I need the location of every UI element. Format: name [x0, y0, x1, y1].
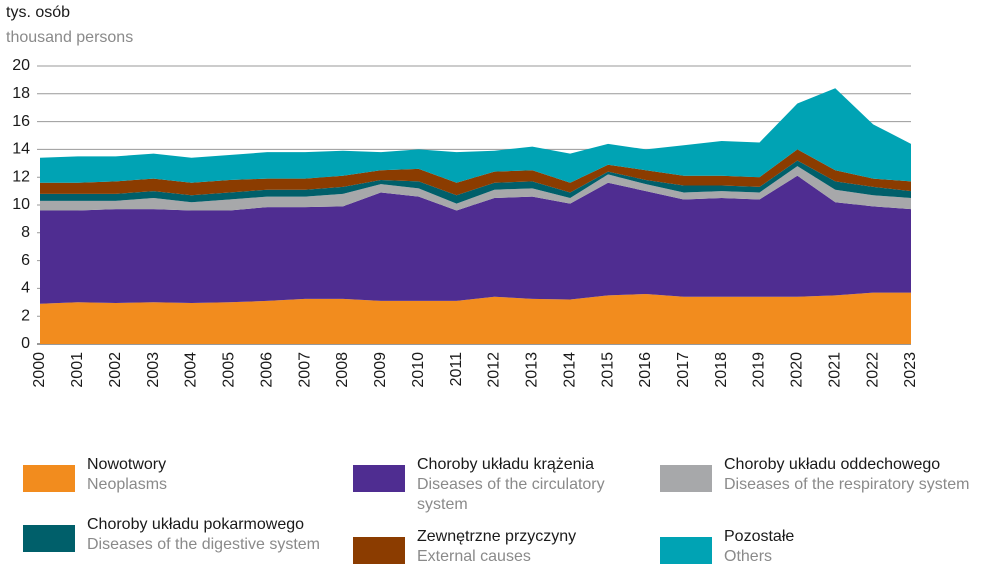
legend-text: Choroby układu krążenia Diseases of the c… — [417, 455, 657, 515]
x-tick-label: 2008 — [334, 352, 351, 388]
x-tick-label: 2018 — [713, 352, 730, 388]
y-tick-label: 0 — [21, 335, 30, 352]
area — [40, 149, 911, 196]
legend-label-en: Diseases of the digestive system — [87, 536, 320, 553]
area — [40, 160, 911, 204]
y-tick-label: 6 — [21, 252, 30, 269]
x-tick-label: 2003 — [145, 352, 162, 388]
x-tick-label: 2021 — [826, 352, 843, 388]
legend-label: Pozostałe — [724, 528, 795, 545]
legend-text: Nowotwory Neoplasms — [87, 455, 317, 495]
x-tick-label: 2016 — [637, 352, 654, 388]
y-tick-label: 2 — [21, 307, 30, 324]
x-tick-label: 2000 — [31, 352, 48, 388]
legend-label-en: External causes — [417, 548, 531, 565]
legend-label: Choroby układu pokarmowego — [87, 516, 305, 533]
x-tick-label: 2007 — [296, 352, 313, 388]
x-tick-label: 2006 — [258, 352, 275, 388]
legend-item: Nowotwory Neoplasms — [23, 455, 317, 495]
area — [40, 292, 911, 344]
x-tick-label: 2014 — [561, 352, 578, 388]
legend-swatch — [660, 537, 712, 564]
x-tick-label: 2012 — [486, 352, 503, 388]
legend-item: Pozostałe Others — [660, 527, 954, 567]
legend-swatch — [660, 465, 712, 492]
legend-label: Zewnętrzne przyczyny — [417, 528, 577, 545]
x-tick-label: 2005 — [221, 352, 238, 388]
x-tick-label: 2001 — [69, 352, 86, 388]
legend-label-en: Diseases of the respiratory system — [724, 476, 970, 493]
x-tick-label: 2009 — [372, 352, 389, 388]
legend-text: Pozostałe Others — [724, 527, 954, 567]
chart: tys. osób thousand persons 0 2 4 6 8 10 12 14 16… — [6, 4, 919, 388]
area — [40, 175, 911, 304]
x-tick-label: 2015 — [599, 352, 616, 388]
x-tick-label: 2002 — [107, 352, 124, 388]
x-tick-label: 2019 — [751, 352, 768, 388]
x-tick-label: 2020 — [789, 352, 806, 388]
y-tick-label: 12 — [12, 168, 30, 185]
legend-text: Choroby układu oddechowego Diseases of th… — [724, 455, 974, 495]
y-tick-label: 18 — [12, 85, 30, 102]
y-axis-title: tys. osób — [6, 4, 70, 21]
legend-item: Choroby układu krążenia Diseases of the c… — [353, 455, 657, 515]
x-tick-label: 2013 — [524, 352, 541, 388]
y-tick-label: 20 — [12, 57, 30, 74]
area — [40, 166, 911, 211]
legend-label: Nowotwory — [87, 456, 167, 473]
legend-item: Choroby układu oddechowego Diseases of th… — [660, 455, 974, 495]
legend-item: Choroby układu pokarmowego Diseases of th… — [23, 515, 342, 555]
legend-text: Zewnętrzne przyczyny External causes — [417, 527, 647, 567]
legend-swatch — [23, 465, 75, 492]
legend-label: Choroby układu oddechowego — [724, 456, 941, 473]
legend-swatch — [353, 537, 405, 564]
x-tick-label: 2017 — [675, 352, 692, 388]
y-tick-label: 4 — [21, 280, 30, 297]
legend-label-en: Others — [724, 548, 773, 565]
x-tick-label: 2004 — [183, 352, 200, 388]
y-tick-label: 10 — [12, 196, 30, 213]
legend-label-en: Neoplasms — [87, 476, 168, 493]
y-tick-label: 8 — [21, 224, 30, 241]
legend-swatch — [353, 465, 405, 492]
x-tick-label: 2023 — [902, 352, 919, 388]
y-tick-label: 14 — [12, 141, 30, 158]
legend-item: Zewnętrzne przyczyny External causes — [353, 527, 647, 567]
x-tick-label: 2011 — [448, 352, 465, 387]
legend-label-en: Diseases of the circulatory system — [417, 476, 605, 513]
legend-swatch — [23, 525, 75, 552]
legend-text: Choroby układu pokarmowego Diseases of th… — [87, 515, 342, 555]
area — [40, 88, 911, 183]
y-axis-title-en: thousand persons — [6, 29, 133, 46]
y-tick-label: 16 — [12, 113, 30, 130]
x-tick-label: 2010 — [410, 352, 427, 388]
legend-label: Choroby układu krążenia — [417, 456, 594, 473]
x-tick-label: 2022 — [864, 352, 881, 388]
